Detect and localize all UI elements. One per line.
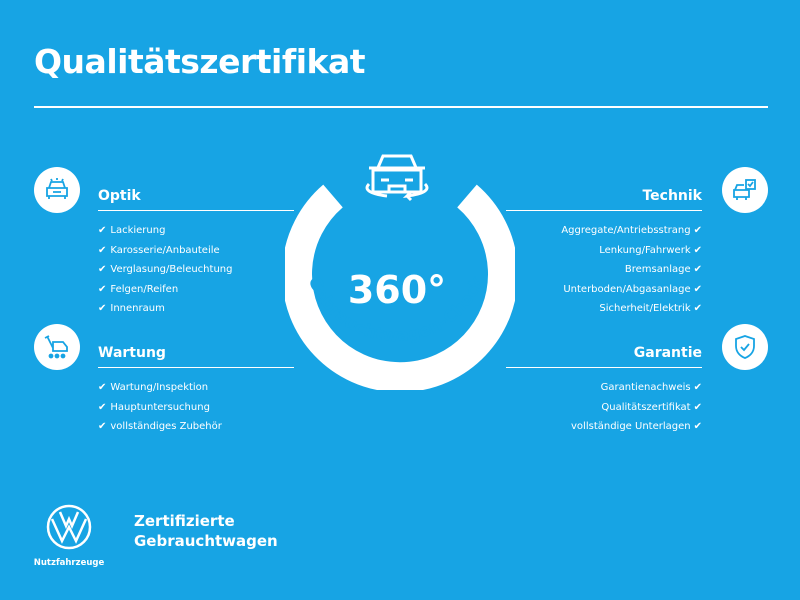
checklist-item: ✔ Innenraum (98, 299, 294, 319)
item-label: Karosserie/Anbauteile (110, 244, 220, 256)
section-title: Garantie (506, 345, 702, 368)
item-label: Lackierung (110, 225, 166, 236)
checklist-item: ✔ Wartung/Inspektion (98, 378, 294, 398)
section-title: Optik (98, 188, 294, 211)
item-label: Innenraum (110, 303, 165, 314)
section-title: Wartung (98, 345, 294, 368)
item-label: Hauptuntersuchung (110, 401, 210, 413)
section-optik: Optik ✔ Lackierung ✔ Karosserie/Anbauteile ✔… (98, 188, 294, 319)
brand-label: Nutzfahrzeuge (33, 558, 105, 568)
checklist-item: Garantienachweis ✔ (506, 378, 702, 398)
item-label: Unterboden/Abgasanlage (563, 283, 691, 295)
item-label: Qualitätszertifikat (601, 401, 691, 413)
checklist-car-icon (722, 167, 768, 213)
check-icon: ✔ (693, 382, 702, 393)
car-front-icon (34, 167, 80, 213)
item-label: Bremsanlage (624, 264, 691, 275)
checklist-item: ✔ Hauptuntersuchung (98, 398, 294, 418)
360-label: 360° (348, 268, 446, 312)
check-icon: ✔ (693, 264, 702, 275)
check-icon: ✔ (98, 244, 107, 256)
section-title: Technik (506, 188, 702, 211)
section-wartung: Wartung ✔ Wartung/Inspektion ✔ Hauptuntersu… (98, 345, 294, 437)
checklist-item: Bremsanlage ✔ (506, 260, 702, 280)
item-label: vollständige Unterlagen (571, 421, 691, 432)
checklist-item: Lenkung/Fahrwerk ✔ (506, 241, 702, 261)
checklist-item: Sicherheit/Elektrik ✔ (506, 299, 702, 319)
check-icon: ✔ (98, 264, 107, 275)
checklist-item: ✔ Lackierung (98, 221, 294, 241)
item-label: Lenkung/Fahrwerk (599, 244, 691, 256)
check-icon: ✔ (693, 303, 702, 314)
check-icon: ✔ (98, 401, 107, 413)
check-icon: ✔ (693, 401, 702, 413)
check-icon: ✔ (98, 283, 107, 295)
check-icon: ✔ (693, 225, 702, 236)
checklist-item: ✔ Felgen/Reifen (98, 280, 294, 300)
page-title: Qualitätszertifikat (34, 42, 366, 81)
item-label: Felgen/Reifen (110, 283, 179, 295)
item-label: Aggregate/Antriebsstrang (561, 225, 691, 236)
section-technik: Technik Aggregate/Antriebsstrang ✔ Lenkung… (506, 188, 702, 319)
check-icon: ✔ (693, 283, 702, 295)
360-check-badge: Gebrauchtwagen-Check 360° (285, 154, 515, 390)
shield-check-icon (722, 324, 768, 370)
checklist-item: vollständige Unterlagen ✔ (506, 417, 702, 437)
check-icon: ✔ (98, 421, 107, 432)
check-icon: ✔ (98, 225, 107, 236)
item-label: Garantienachweis (600, 382, 691, 393)
tagline-line: Zertifizierte (134, 512, 235, 530)
checklist-item: Unterboden/Abgasanlage ✔ (506, 280, 702, 300)
checklist-item: ✔ Karosserie/Anbauteile (98, 241, 294, 261)
checklist-item: Qualitätszertifikat ✔ (506, 398, 702, 418)
divider (34, 106, 768, 108)
section-garantie: Garantie Garantienachweis ✔ Qualitätszerti… (506, 345, 702, 437)
item-label: vollständiges Zubehör (110, 421, 222, 432)
checklist-item: ✔ Verglasung/Beleuchtung (98, 260, 294, 280)
item-label: Sicherheit/Elektrik (599, 303, 691, 314)
tagline: Zertifizierte Gebrauchtwagen (134, 511, 278, 551)
item-label: Wartung/Inspektion (110, 382, 209, 393)
ring (285, 184, 515, 390)
service-truck-icon (34, 324, 80, 370)
check-icon: ✔ (98, 382, 107, 393)
check-icon: ✔ (98, 303, 107, 314)
car-rotate-icon (365, 154, 429, 202)
item-label: Verglasung/Beleuchtung (110, 264, 233, 275)
checklist-item: ✔ vollständiges Zubehör (98, 417, 294, 437)
check-icon: ✔ (693, 421, 702, 432)
check-icon: ✔ (693, 244, 702, 256)
vw-logo (46, 504, 92, 550)
checklist-item: Aggregate/Antriebsstrang ✔ (506, 221, 702, 241)
tagline-line: Gebrauchtwagen (134, 532, 278, 550)
